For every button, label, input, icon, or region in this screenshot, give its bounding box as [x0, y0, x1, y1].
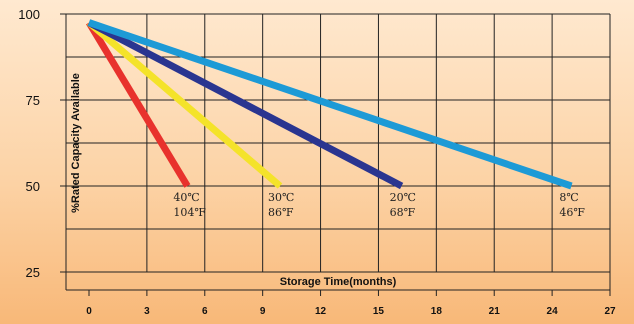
x-tick-label-7: 21	[489, 306, 501, 317]
x-tick-label-9: 27	[604, 306, 616, 317]
series-label-3-line1: 8℃	[559, 191, 578, 204]
series-line-3	[87, 19, 573, 190]
x-tick-label-1: 3	[144, 306, 150, 317]
series-label-3-line2: 46℉	[559, 206, 585, 219]
x-tick-label-4: 12	[315, 306, 327, 317]
series-label-0-line2: 104℉	[173, 206, 206, 219]
series-line-2	[87, 19, 404, 190]
y-axis-title: %Rated Capacity Available	[70, 73, 82, 213]
tick-labels: 25 50 75 100 0 3 6 9 12 15 18 21 24 27	[18, 7, 616, 317]
x-tick-label-0: 0	[86, 306, 92, 317]
series-label-2-line2: 68℉	[390, 206, 416, 219]
y-tick-label-1: 50	[26, 179, 40, 194]
series-label-2-line1: 20℃	[390, 191, 416, 204]
x-tick-label-3: 9	[260, 306, 266, 317]
y-tick-label-3: 100	[18, 7, 40, 22]
series-label-1-line1: 30℃	[268, 191, 294, 204]
x-tick-label-2: 6	[202, 306, 208, 317]
x-tick-label-5: 15	[373, 306, 385, 317]
grid-lines	[60, 13, 611, 296]
series-labels: 40℃ 104℉ 30℃ 86℉ 20℃ 68℉ 8℃ 46℉	[173, 191, 585, 219]
series-lines	[86, 19, 573, 190]
series-line-0	[86, 20, 191, 188]
series-label-1-line2: 86℉	[268, 206, 294, 219]
x-tick-label-8: 24	[547, 306, 559, 317]
series-line-1	[86, 19, 283, 189]
axis-titles: Storage Time(months) %Rated Capacity Ava…	[70, 73, 397, 288]
y-tick-label-0: 25	[26, 265, 40, 280]
x-tick-label-6: 18	[431, 306, 443, 317]
series-label-0-line1: 40℃	[173, 191, 199, 204]
y-tick-label-2: 75	[26, 93, 40, 108]
x-axis-title: Storage Time(months)	[280, 276, 397, 288]
